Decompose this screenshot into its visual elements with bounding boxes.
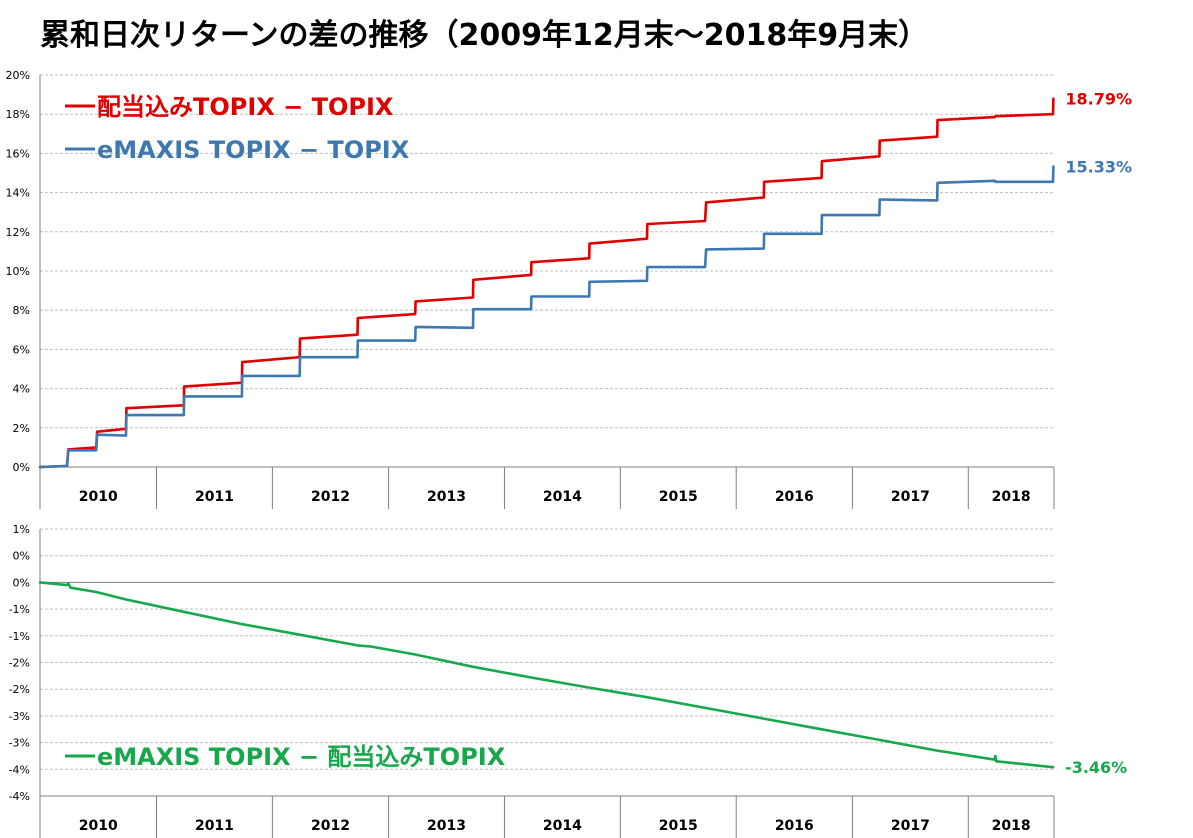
x-tick-label: 2018 <box>992 818 1031 834</box>
series-line <box>38 581 1055 769</box>
series-line <box>38 165 1055 469</box>
top-chart: 0% 2% 4% 6% 8% 10% 12% 14% 16% 18% 20% 2010 2011 2012… <box>6 69 1132 509</box>
y-tick-label: -1% <box>9 603 30 616</box>
x-tick-label: 2010 <box>79 489 118 505</box>
legend-label: eMAXIS TOPIX − 配当込みTOPIX <box>97 743 506 771</box>
y-tick-label: -4% <box>9 790 30 803</box>
y-tick-label: -2% <box>9 657 30 670</box>
y-tick-label: 16% <box>6 147 30 160</box>
x-tick-label: 2013 <box>427 818 466 834</box>
x-tick-label: 2011 <box>195 818 234 834</box>
x-tick-label: 2017 <box>891 818 930 834</box>
y-tick-label: 12% <box>6 226 30 239</box>
x-tick-label: 2016 <box>775 489 814 505</box>
series-line <box>38 97 1055 469</box>
x-tick-label: 2014 <box>543 818 582 834</box>
y-tick-label: -1% <box>9 630 30 643</box>
x-tick-label: 2013 <box>427 489 466 505</box>
y-tick-label: -3% <box>9 737 30 750</box>
y-tick-label: 8% <box>13 304 30 317</box>
end-value-label: -3.46% <box>1065 758 1127 777</box>
y-tick-label: 2% <box>13 422 30 435</box>
end-value-label: 18.79% <box>1065 90 1132 109</box>
x-tick-label: 2012 <box>311 818 350 834</box>
x-tick-label: 2015 <box>659 489 698 505</box>
x-tick-label: 2012 <box>311 489 350 505</box>
y-tick-label: 18% <box>6 108 30 121</box>
y-tick-label: 0% <box>13 550 30 563</box>
y-tick-label: 4% <box>13 383 30 396</box>
legend-label: eMAXIS TOPIX − TOPIX <box>97 136 410 164</box>
y-tick-label: 10% <box>6 265 30 278</box>
bottom-chart: 1% 0% 0% -1% -1% -2% -2% -3% -3% -4% -4% 2010 2011 20… <box>9 523 1127 838</box>
x-tick-label: 2017 <box>891 489 930 505</box>
y-tick-label: -2% <box>9 683 30 696</box>
x-tick-label: 2010 <box>79 818 118 834</box>
y-tick-label: 0% <box>13 576 30 589</box>
x-tick-label: 2018 <box>992 489 1031 505</box>
y-tick-label: 0% <box>13 461 30 474</box>
legend-label: 配当込みTOPIX − TOPIX <box>97 93 394 121</box>
y-tick-label: -3% <box>9 710 30 723</box>
x-tick-label: 2015 <box>659 818 698 834</box>
x-tick-label: 2016 <box>775 818 814 834</box>
y-tick-label: 6% <box>13 343 30 356</box>
y-tick-label: 1% <box>13 523 30 536</box>
end-value-label: 15.33% <box>1065 158 1132 177</box>
x-tick-label: 2014 <box>543 489 582 505</box>
x-tick-label: 2011 <box>195 489 234 505</box>
y-tick-label: 20% <box>6 69 30 82</box>
page-title: 累和日次リターンの差の推移（2009年12月末～2018年9月末） <box>40 18 929 53</box>
y-tick-label: -4% <box>9 763 30 776</box>
y-tick-label: 14% <box>6 187 30 200</box>
